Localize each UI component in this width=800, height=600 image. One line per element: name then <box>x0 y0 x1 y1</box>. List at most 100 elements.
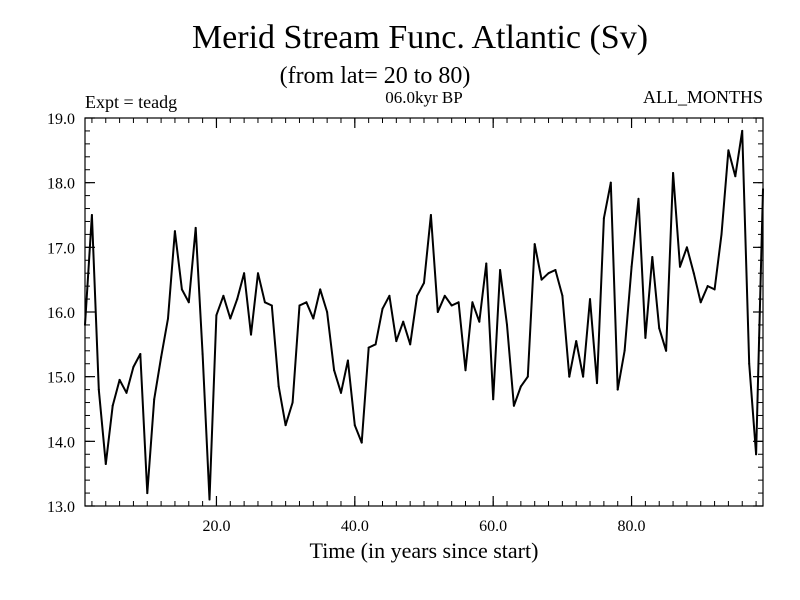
data-point <box>125 391 128 394</box>
data-point <box>512 404 515 407</box>
y-tick-label: 16.0 <box>47 305 75 322</box>
data-point <box>416 294 419 297</box>
y-tick-label: 13.0 <box>47 499 75 516</box>
data-point <box>450 304 453 307</box>
data-point <box>250 333 253 336</box>
data-point <box>291 401 294 404</box>
data-point <box>256 272 259 275</box>
data-point <box>630 265 633 268</box>
data-point <box>180 288 183 291</box>
data-point <box>582 375 585 378</box>
data-point <box>748 362 751 365</box>
data-point <box>616 388 619 391</box>
data-point <box>104 462 107 465</box>
data-point <box>436 311 439 313</box>
data-point <box>395 340 398 343</box>
data-point <box>678 265 681 268</box>
data-point <box>312 317 315 320</box>
x-tick-label: 20.0 <box>202 518 230 535</box>
data-point <box>333 369 336 372</box>
data-point <box>727 149 730 152</box>
data-point <box>160 356 163 359</box>
data-point <box>609 181 612 184</box>
y-tick-label: 19.0 <box>47 111 75 128</box>
data-point <box>153 398 156 401</box>
data-point <box>492 398 495 401</box>
tick-labels: 20.0 40.0 60.0 80.0 13.0 14.0 15.0 16.0 17.0 18.0… <box>47 111 646 535</box>
data-point <box>326 311 329 313</box>
data-point <box>443 294 446 297</box>
data-point <box>526 375 529 378</box>
data-point <box>741 129 744 132</box>
y-tick-label: 14.0 <box>47 434 75 451</box>
data-point <box>457 301 460 304</box>
data-point <box>595 382 598 385</box>
data-point <box>194 226 197 229</box>
data-point <box>665 349 668 352</box>
data-point <box>236 298 239 301</box>
data-point <box>423 281 425 284</box>
data-points <box>84 129 764 501</box>
data-point <box>499 268 502 271</box>
data-point <box>84 323 86 326</box>
data-point <box>720 233 723 236</box>
data-point <box>367 346 370 349</box>
data-point <box>90 214 93 216</box>
data-point <box>429 214 432 216</box>
x-axis-label: Time (in years since start) <box>310 538 539 563</box>
data-point <box>533 243 536 246</box>
data-point <box>298 304 301 307</box>
data-point <box>353 424 356 427</box>
data-point <box>229 317 232 320</box>
data-point <box>111 404 114 407</box>
data-point <box>360 441 363 444</box>
data-point <box>381 307 384 310</box>
data-point <box>270 304 273 307</box>
data-point <box>173 230 176 233</box>
data-point <box>346 359 349 362</box>
data-point <box>692 272 695 275</box>
data-point <box>388 294 391 297</box>
data-point <box>644 336 647 339</box>
data-point <box>409 343 412 346</box>
data-point <box>97 388 100 391</box>
data-point <box>305 301 308 304</box>
data-point <box>602 217 605 220</box>
data-point <box>215 314 218 317</box>
data-point <box>561 294 564 297</box>
data-point <box>118 378 121 381</box>
months-label: ALL_MONTHS <box>643 87 763 107</box>
data-point <box>478 320 481 323</box>
data-point <box>208 498 211 501</box>
data-point <box>554 268 557 271</box>
data-point <box>685 246 688 249</box>
data-point <box>132 365 135 368</box>
data-point <box>339 391 342 394</box>
y-tick-label: 18.0 <box>47 176 75 193</box>
data-point <box>139 353 142 356</box>
data-point <box>506 323 509 326</box>
data-point <box>547 272 550 275</box>
data-point <box>319 288 322 291</box>
x-tick-label: 40.0 <box>341 518 369 535</box>
data-point <box>755 453 758 456</box>
data-point <box>568 375 571 378</box>
plot-frame <box>84 117 764 507</box>
minor-ticks <box>85 117 763 507</box>
data-point <box>167 317 170 320</box>
data-point <box>146 492 149 495</box>
data-point <box>201 353 204 356</box>
data-point <box>277 385 280 388</box>
data-point <box>284 424 287 427</box>
data-point <box>243 272 246 275</box>
data-point <box>519 385 522 388</box>
data-point <box>734 175 737 178</box>
data-point <box>762 188 764 191</box>
chart-title: Merid Stream Func. Atlantic (Sv) <box>192 19 648 56</box>
data-point <box>263 301 266 304</box>
data-point <box>187 301 190 304</box>
data-point <box>713 288 716 291</box>
data-point <box>402 320 405 323</box>
experiment-label: Expt = teadg <box>85 92 177 112</box>
